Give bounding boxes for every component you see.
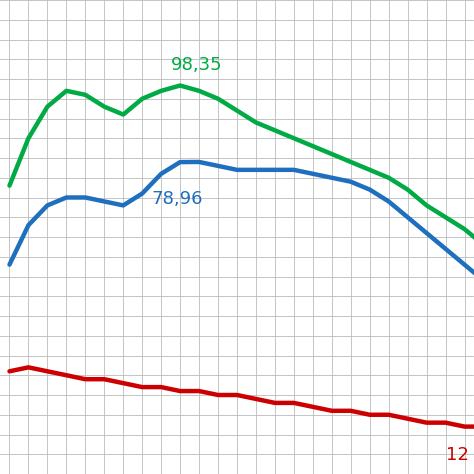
- Text: 12: 12: [446, 447, 468, 465]
- Text: 98,35: 98,35: [171, 55, 222, 73]
- Text: 78,96: 78,96: [152, 190, 203, 208]
